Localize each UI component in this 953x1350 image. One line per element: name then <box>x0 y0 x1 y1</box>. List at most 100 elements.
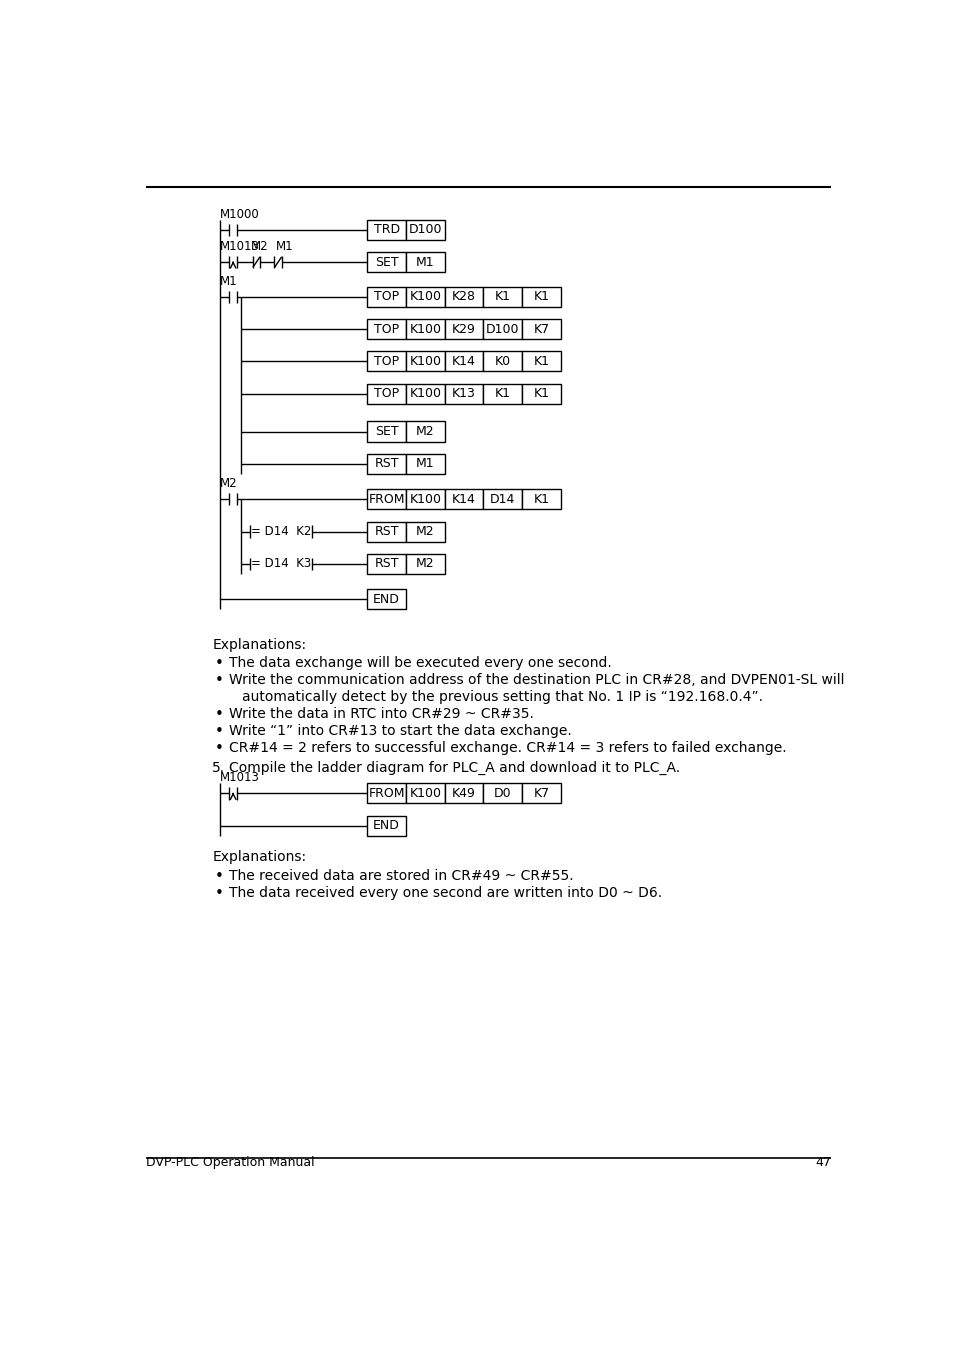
Text: •: • <box>214 741 223 756</box>
Text: Explanations:: Explanations: <box>212 850 306 864</box>
Text: Write the communication address of the destination PLC in CR#28, and DVPEN01-SL : Write the communication address of the d… <box>229 674 844 687</box>
Bar <box>406 454 444 474</box>
Bar <box>521 383 560 404</box>
Bar <box>483 383 521 404</box>
Bar <box>367 454 406 474</box>
Bar <box>367 783 406 803</box>
Bar <box>483 319 521 339</box>
Text: FROM: FROM <box>368 787 404 801</box>
Text: DVP-PLC Operation Manual: DVP-PLC Operation Manual <box>146 1156 314 1169</box>
Text: M1: M1 <box>220 274 237 288</box>
Text: •: • <box>214 886 223 900</box>
Text: D100: D100 <box>408 223 441 236</box>
Bar <box>406 220 444 240</box>
Text: 47: 47 <box>815 1156 831 1169</box>
Bar <box>367 383 406 404</box>
Text: K100: K100 <box>409 787 441 801</box>
Text: TOP: TOP <box>374 323 398 336</box>
Bar <box>444 286 483 306</box>
Bar <box>367 220 406 240</box>
Text: = D14  K3: = D14 K3 <box>251 558 311 571</box>
Text: M2: M2 <box>220 477 237 490</box>
Bar <box>367 351 406 371</box>
Bar <box>367 554 406 574</box>
Bar <box>521 489 560 509</box>
Text: END: END <box>373 819 399 832</box>
Text: M2: M2 <box>416 558 435 571</box>
Bar <box>406 554 444 574</box>
Text: K13: K13 <box>452 387 476 400</box>
Bar <box>367 252 406 273</box>
Text: K28: K28 <box>452 290 476 304</box>
Text: K1: K1 <box>533 387 549 400</box>
Text: K1: K1 <box>495 387 511 400</box>
Bar <box>367 521 406 541</box>
Text: SET: SET <box>375 425 398 437</box>
Text: K1: K1 <box>533 493 549 506</box>
Text: M1: M1 <box>416 458 435 470</box>
Bar <box>444 351 483 371</box>
Text: M1013: M1013 <box>220 771 259 784</box>
Text: •: • <box>214 674 223 688</box>
Bar <box>521 351 560 371</box>
Text: K1: K1 <box>533 290 549 304</box>
Text: K100: K100 <box>409 387 441 400</box>
Bar <box>483 783 521 803</box>
Bar <box>444 383 483 404</box>
Text: K29: K29 <box>452 323 476 336</box>
Text: M2: M2 <box>416 425 435 437</box>
Text: K100: K100 <box>409 323 441 336</box>
Bar <box>406 489 444 509</box>
Bar <box>483 489 521 509</box>
Text: The data exchange will be executed every one second.: The data exchange will be executed every… <box>229 656 612 671</box>
Text: The received data are stored in CR#49 ~ CR#55.: The received data are stored in CR#49 ~ … <box>229 869 574 883</box>
Text: K100: K100 <box>409 355 441 369</box>
Text: SET: SET <box>375 255 398 269</box>
Bar <box>444 783 483 803</box>
Text: •: • <box>214 869 223 884</box>
Text: K100: K100 <box>409 290 441 304</box>
Text: K14: K14 <box>452 355 476 369</box>
Bar <box>406 286 444 306</box>
Text: RST: RST <box>374 458 398 470</box>
Text: •: • <box>214 707 223 722</box>
Text: K100: K100 <box>409 493 441 506</box>
Bar <box>367 319 406 339</box>
Text: •: • <box>214 656 223 671</box>
Text: •: • <box>214 724 223 738</box>
Text: M1013: M1013 <box>220 240 259 252</box>
Bar <box>483 351 521 371</box>
Text: M1000: M1000 <box>220 208 259 220</box>
Text: 5.: 5. <box>212 761 225 775</box>
Bar <box>406 252 444 273</box>
Text: K1: K1 <box>533 355 549 369</box>
Text: D14: D14 <box>490 493 515 506</box>
Text: K14: K14 <box>452 493 476 506</box>
Text: TOP: TOP <box>374 355 398 369</box>
Text: automatically detect by the previous setting that No. 1 IP is “192.168.0.4”.: automatically detect by the previous set… <box>241 690 761 705</box>
Bar <box>367 421 406 441</box>
Text: FROM: FROM <box>368 493 404 506</box>
Bar <box>406 351 444 371</box>
Bar <box>444 319 483 339</box>
Bar <box>521 286 560 306</box>
Text: M1: M1 <box>275 240 294 252</box>
Text: The data received every one second are written into D0 ~ D6.: The data received every one second are w… <box>229 886 661 900</box>
Bar <box>367 815 406 836</box>
Text: D100: D100 <box>486 323 519 336</box>
Text: D0: D0 <box>494 787 511 801</box>
Text: M2: M2 <box>251 240 269 252</box>
Text: TOP: TOP <box>374 290 398 304</box>
Text: Write “1” into CR#13 to start the data exchange.: Write “1” into CR#13 to start the data e… <box>229 724 572 738</box>
Text: TOP: TOP <box>374 387 398 400</box>
Text: RST: RST <box>374 558 398 571</box>
Text: CR#14 = 2 refers to successful exchange. CR#14 = 3 refers to failed exchange.: CR#14 = 2 refers to successful exchange.… <box>229 741 786 755</box>
Bar <box>483 286 521 306</box>
Text: K7: K7 <box>533 323 549 336</box>
Text: K49: K49 <box>452 787 476 801</box>
Bar <box>367 590 406 609</box>
Text: K0: K0 <box>495 355 511 369</box>
Bar <box>444 489 483 509</box>
Bar <box>406 521 444 541</box>
Text: Explanations:: Explanations: <box>212 637 306 652</box>
